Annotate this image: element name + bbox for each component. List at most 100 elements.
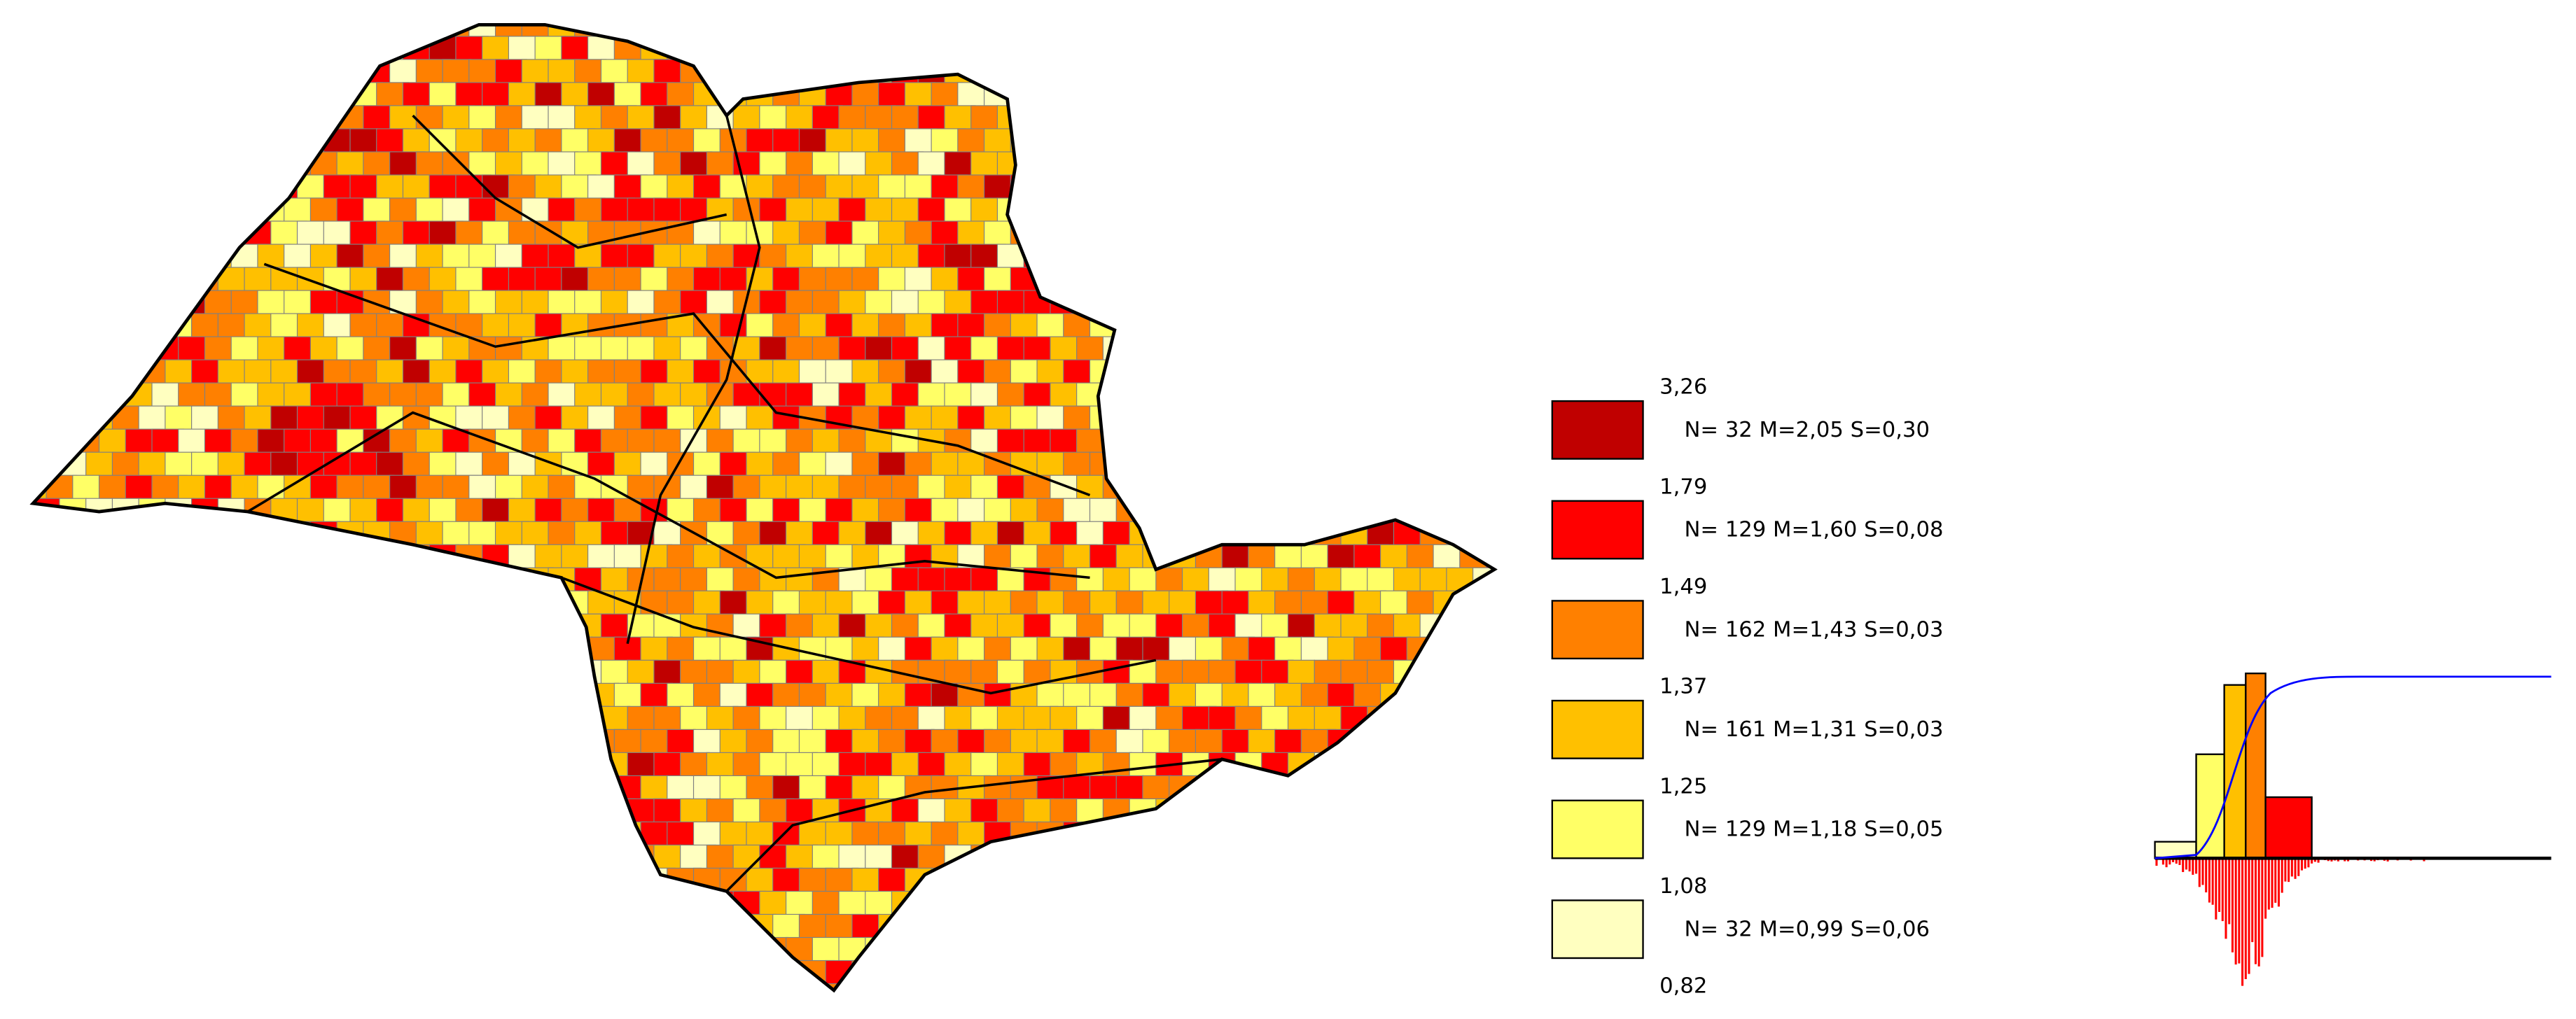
municipality: [230, 659, 264, 692]
municipality: [640, 128, 670, 153]
municipality: [904, 36, 937, 65]
municipality: [165, 220, 200, 248]
municipality: [1340, 382, 1372, 415]
municipality: [1169, 775, 1204, 804]
municipality: [1221, 82, 1250, 115]
municipality: [1248, 960, 1281, 987]
municipality: [125, 24, 161, 39]
municipality: [1169, 174, 1200, 200]
municipality: [667, 405, 697, 433]
municipality: [191, 682, 223, 713]
municipality: [85, 220, 116, 245]
municipality: [904, 590, 935, 616]
municipality: [1010, 36, 1047, 63]
municipality: [891, 983, 919, 990]
municipality: [1287, 890, 1318, 921]
municipality: [1089, 913, 1118, 943]
municipality: [455, 636, 489, 668]
municipality: [349, 359, 379, 386]
municipality: [494, 983, 529, 990]
municipality: [1050, 197, 1080, 227]
municipality: [1473, 105, 1495, 135]
municipality: [33, 24, 47, 45]
municipality: [996, 936, 1026, 969]
municipality: [772, 313, 801, 341]
municipality: [1274, 913, 1308, 941]
municipality: [1234, 105, 1272, 130]
municipality: [270, 636, 304, 663]
municipality: [455, 682, 492, 715]
municipality: [323, 590, 357, 617]
municipality: [1314, 844, 1344, 869]
municipality: [1393, 844, 1425, 871]
municipality: [284, 290, 314, 316]
municipality: [284, 659, 318, 685]
municipality: [1327, 960, 1360, 986]
municipality: [1379, 451, 1412, 483]
municipality: [230, 983, 265, 990]
municipality: [1050, 105, 1083, 131]
municipality: [429, 913, 464, 939]
municipality: [1234, 983, 1263, 990]
municipality: [270, 682, 305, 711]
municipality: [1473, 844, 1495, 871]
municipality: [284, 24, 315, 40]
municipality: [706, 24, 737, 41]
municipality: [1419, 983, 1450, 990]
municipality: [1340, 244, 1372, 272]
municipality: [270, 913, 306, 941]
municipality: [1142, 960, 1178, 990]
municipality: [1274, 498, 1303, 528]
municipality: [230, 290, 260, 316]
municipality: [931, 682, 961, 709]
municipality: [151, 659, 185, 689]
municipality: [98, 105, 131, 134]
municipality: [1314, 197, 1344, 228]
municipality: [33, 867, 66, 892]
municipality: [1353, 267, 1386, 293]
municipality: [72, 24, 103, 43]
municipality: [1446, 844, 1476, 873]
break-label: 1,37: [1659, 675, 1707, 699]
municipality: [1102, 382, 1132, 408]
municipality: [1208, 798, 1239, 827]
municipality: [98, 567, 133, 597]
municipality: [719, 960, 756, 990]
municipality: [1446, 752, 1477, 783]
municipality: [521, 798, 553, 824]
municipality: [1406, 913, 1437, 946]
municipality: [270, 36, 300, 66]
municipality: [1036, 867, 1071, 894]
municipality: [59, 36, 89, 66]
municipality: [1142, 682, 1171, 711]
municipality: [640, 913, 675, 945]
class-stats: N= 161 M=1,31 S=0,03: [1684, 717, 1943, 742]
municipality: [1142, 174, 1178, 204]
municipality: [442, 983, 471, 990]
municipality: [825, 682, 853, 708]
municipality: [46, 659, 79, 686]
municipality: [323, 867, 361, 895]
municipality: [165, 913, 199, 945]
municipality: [1274, 775, 1303, 803]
municipality: [204, 844, 238, 874]
municipality: [996, 798, 1028, 826]
municipality: [244, 451, 274, 476]
municipality: [415, 890, 448, 920]
municipality: [1036, 220, 1066, 252]
municipality: [46, 290, 75, 317]
legend-swatch: [1551, 600, 1644, 660]
municipality: [1181, 24, 1210, 43]
municipality: [309, 613, 338, 640]
municipality: [970, 521, 1002, 547]
municipality: [1274, 960, 1310, 990]
municipality: [1102, 244, 1134, 272]
municipality: [72, 59, 106, 84]
municipality: [1419, 336, 1450, 363]
municipality: [204, 151, 242, 176]
municipality: [759, 844, 791, 871]
municipality: [33, 59, 57, 87]
municipality: [1459, 960, 1492, 988]
municipality: [1327, 821, 1356, 846]
municipality: [33, 983, 55, 990]
